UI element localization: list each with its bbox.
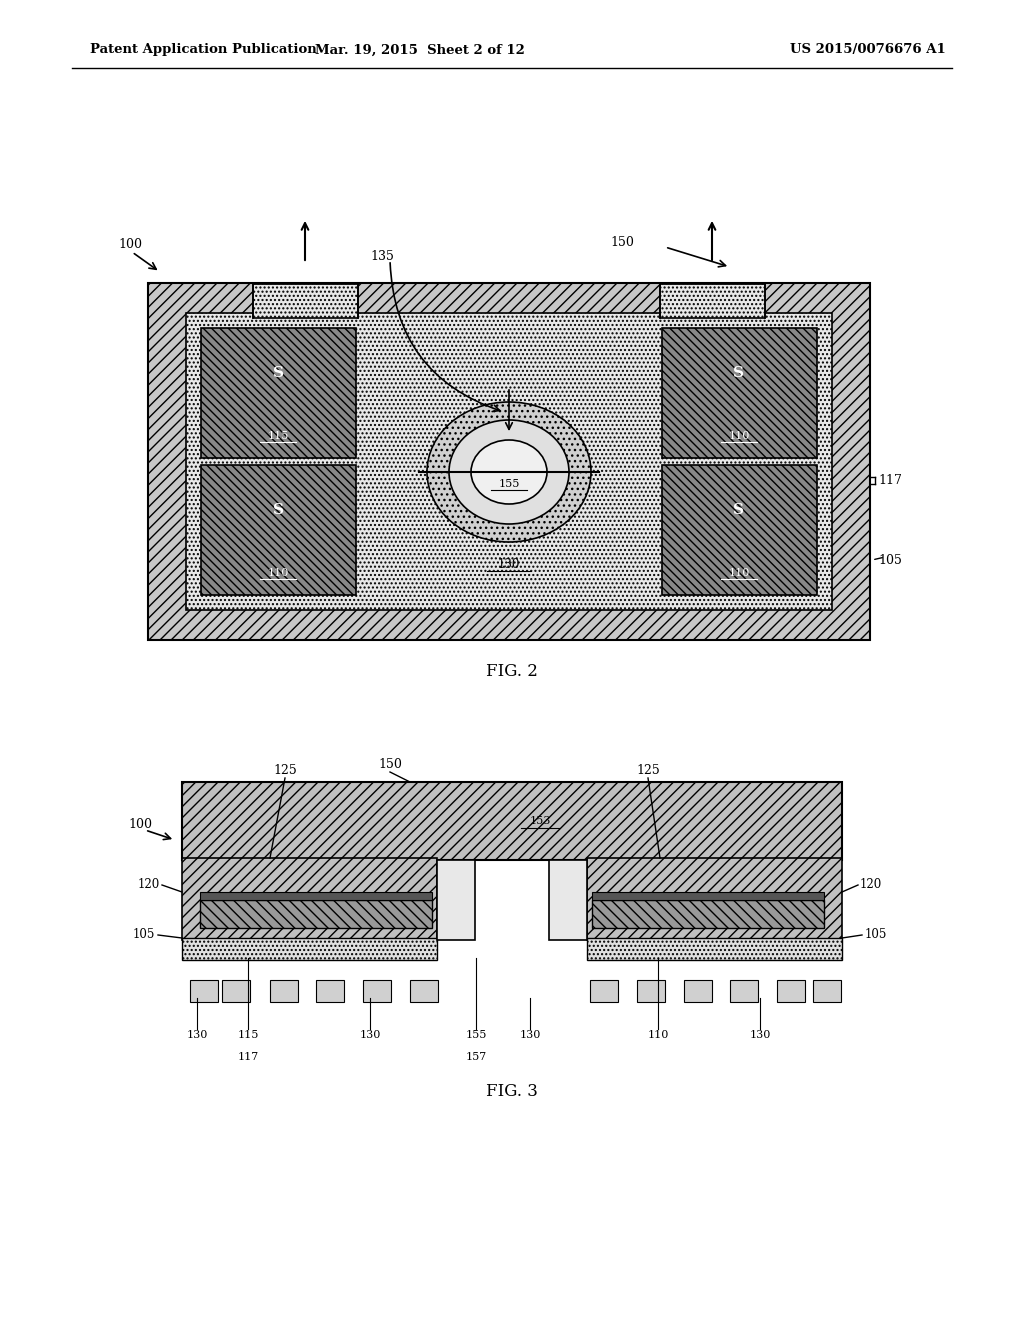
- Bar: [201, 465, 356, 595]
- Text: 110: 110: [267, 568, 289, 578]
- Ellipse shape: [427, 403, 591, 543]
- Text: 130: 130: [519, 1030, 541, 1040]
- Text: 110: 110: [647, 1030, 669, 1040]
- Bar: [316, 979, 344, 1002]
- Bar: [684, 979, 712, 1002]
- Bar: [148, 282, 870, 640]
- Text: 120: 120: [860, 879, 883, 891]
- Text: 100: 100: [128, 817, 152, 830]
- Bar: [222, 979, 250, 1002]
- Text: 105: 105: [133, 928, 155, 941]
- Bar: [182, 858, 437, 940]
- Text: 155: 155: [465, 1030, 486, 1040]
- Text: 105: 105: [865, 928, 888, 941]
- Bar: [253, 282, 358, 318]
- Bar: [437, 861, 475, 940]
- Text: 115: 115: [238, 1030, 259, 1040]
- Text: 130: 130: [186, 1030, 208, 1040]
- Bar: [200, 900, 432, 928]
- Text: 117: 117: [238, 1052, 259, 1063]
- Ellipse shape: [471, 440, 547, 504]
- Bar: [637, 979, 665, 1002]
- Bar: [410, 979, 438, 1002]
- Text: US 2015/0076676 A1: US 2015/0076676 A1: [790, 44, 946, 57]
- Text: 135: 135: [370, 251, 394, 264]
- Bar: [592, 892, 824, 900]
- Text: 155: 155: [499, 479, 520, 488]
- Text: FIG. 3: FIG. 3: [486, 1084, 538, 1101]
- Bar: [662, 465, 817, 595]
- Text: S: S: [272, 366, 284, 380]
- Text: 125: 125: [273, 763, 297, 776]
- Text: Mar. 19, 2015  Sheet 2 of 12: Mar. 19, 2015 Sheet 2 of 12: [315, 44, 525, 57]
- Bar: [362, 979, 391, 1002]
- Text: 150: 150: [610, 236, 634, 249]
- Text: S: S: [733, 366, 744, 380]
- Ellipse shape: [449, 420, 569, 524]
- Bar: [549, 861, 587, 940]
- Bar: [662, 327, 817, 458]
- Text: 115: 115: [267, 432, 289, 441]
- Text: 153: 153: [529, 816, 551, 826]
- Text: 130: 130: [750, 1030, 771, 1040]
- Bar: [590, 979, 618, 1002]
- Text: 117: 117: [878, 474, 902, 487]
- Text: 110: 110: [728, 432, 750, 441]
- Text: S: S: [733, 503, 744, 517]
- Text: 110: 110: [728, 568, 750, 578]
- Text: 120: 120: [138, 879, 160, 891]
- Bar: [587, 939, 842, 960]
- Text: 130: 130: [359, 1030, 381, 1040]
- Bar: [182, 781, 842, 861]
- Bar: [660, 282, 765, 318]
- Text: 157: 157: [465, 1052, 486, 1063]
- Text: S: S: [272, 503, 284, 517]
- Text: 100: 100: [118, 239, 142, 252]
- Bar: [270, 979, 298, 1002]
- Bar: [813, 979, 841, 1002]
- Bar: [200, 892, 432, 900]
- Bar: [182, 939, 437, 960]
- FancyArrowPatch shape: [390, 263, 500, 412]
- Text: 130: 130: [498, 558, 520, 572]
- Bar: [592, 900, 824, 928]
- Text: Patent Application Publication: Patent Application Publication: [90, 44, 316, 57]
- Text: 125: 125: [636, 763, 659, 776]
- Bar: [777, 979, 805, 1002]
- Bar: [730, 979, 758, 1002]
- Text: 105: 105: [878, 553, 902, 566]
- Bar: [186, 313, 831, 610]
- Text: 150: 150: [378, 758, 402, 771]
- Text: FIG. 2: FIG. 2: [486, 664, 538, 681]
- Bar: [201, 327, 356, 458]
- Bar: [190, 979, 218, 1002]
- Bar: [587, 858, 842, 940]
